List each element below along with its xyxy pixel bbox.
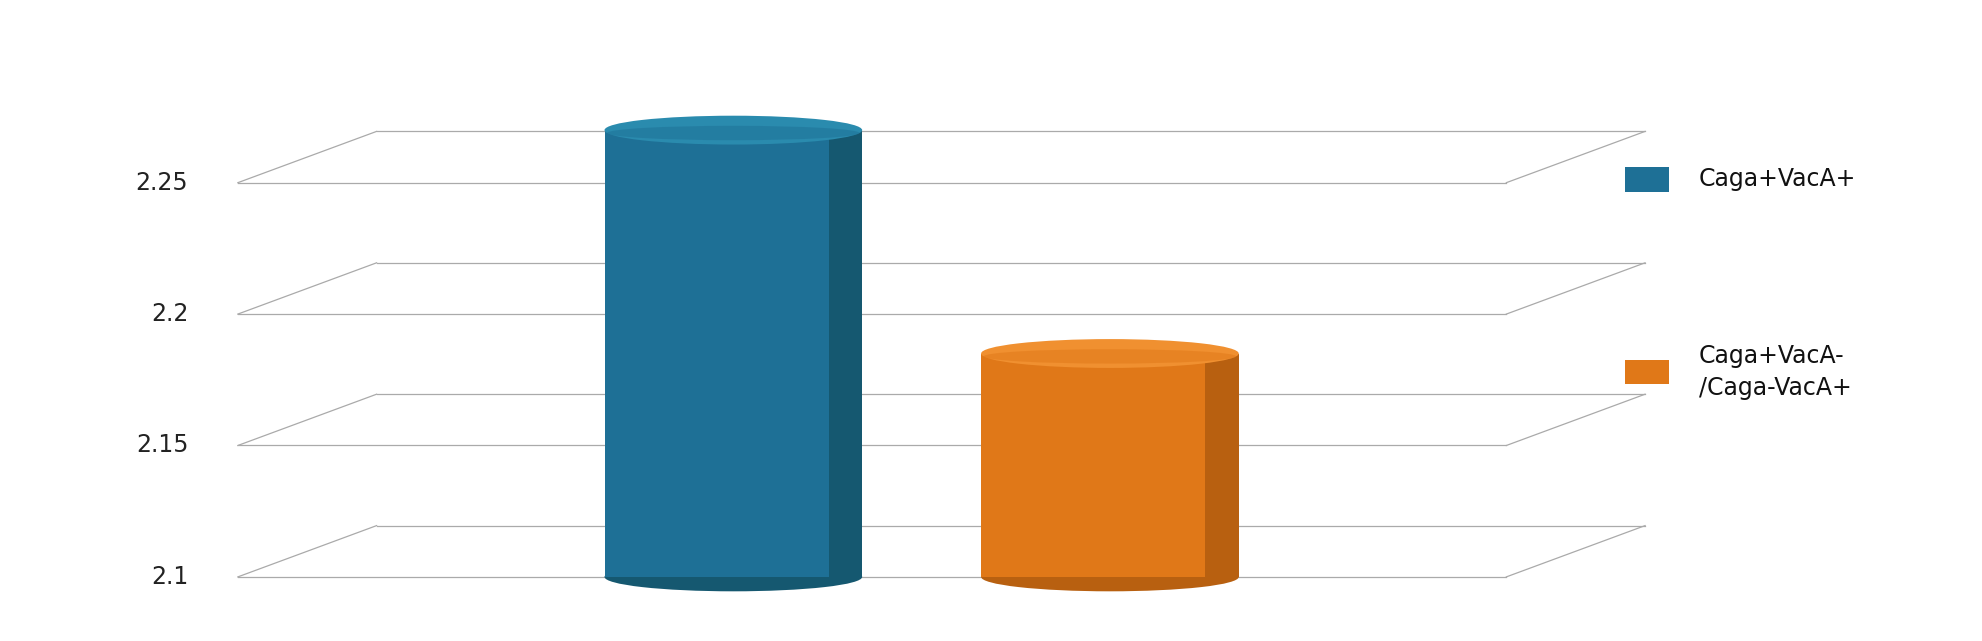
Text: 2.1: 2.1 (151, 565, 188, 589)
Bar (1625, 167, 1669, 192)
Text: 2.15: 2.15 (137, 433, 188, 458)
Bar (828, 130, 862, 577)
Text: Caga+VacA-
/Caga-VacA+: Caga+VacA- /Caga-VacA+ (1699, 344, 1851, 399)
Bar (1625, 360, 1669, 384)
Ellipse shape (605, 563, 862, 591)
Ellipse shape (606, 126, 860, 140)
Text: 2.2: 2.2 (151, 302, 188, 326)
Bar (1205, 353, 1239, 577)
Ellipse shape (605, 115, 862, 144)
Ellipse shape (981, 563, 1239, 591)
Bar (605, 130, 862, 577)
Text: 2.25: 2.25 (135, 171, 188, 195)
Ellipse shape (981, 339, 1239, 368)
Ellipse shape (983, 349, 1237, 363)
Bar (981, 353, 1239, 577)
Text: Caga+VacA+: Caga+VacA+ (1699, 167, 1855, 192)
